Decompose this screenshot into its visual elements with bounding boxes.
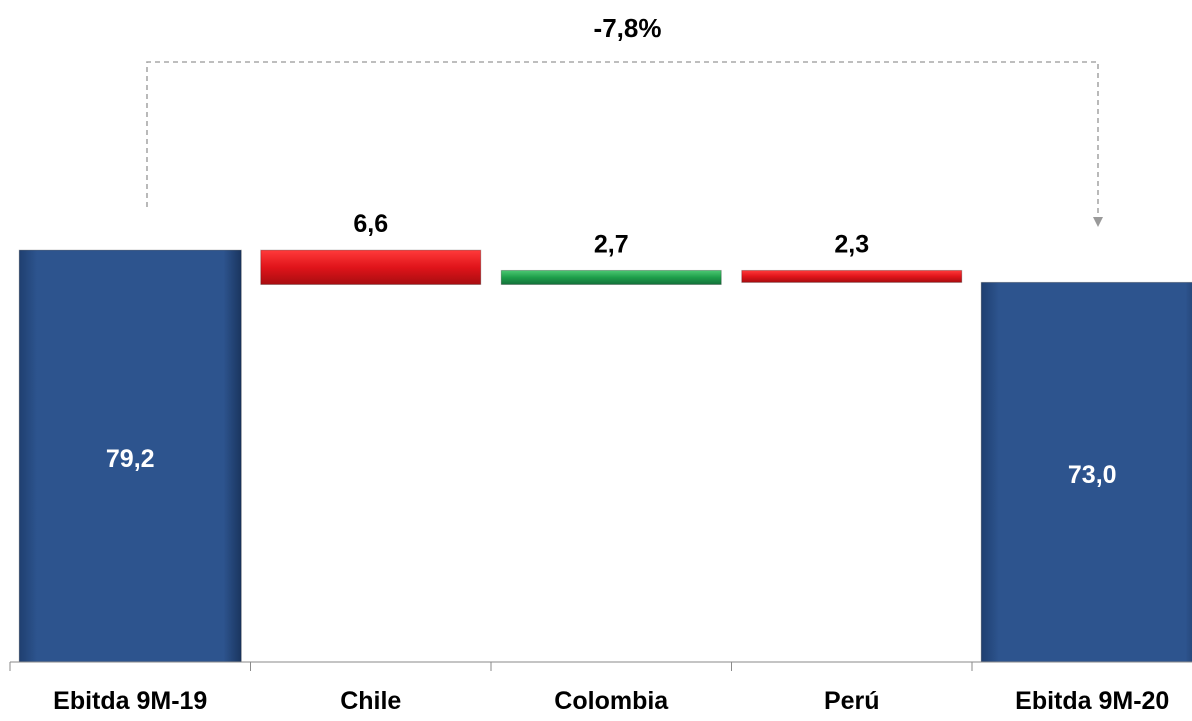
value-label-ebitda-9m-20: 73,0 [1068,461,1117,489]
category-label-per: Perú [824,687,880,715]
bar-chile [260,249,482,285]
value-label-chile: 6,6 [353,210,388,238]
bar-colombia [500,269,722,285]
value-label-ebitda-9m-19: 79,2 [106,445,155,473]
bar-ebitda-9m-20 [980,281,1192,663]
category-label-chile: Chile [340,687,401,715]
value-label-colombia: 2,7 [594,230,629,258]
change-percentage-label: -7,8% [594,13,662,43]
bar-ebitda-9m-19 [18,249,242,663]
category-label-ebitda-9m-20: Ebitda 9M-20 [1015,687,1169,715]
bar-per [741,269,963,283]
value-label-per: 2,3 [834,230,869,258]
category-label-ebitda-9m-19: Ebitda 9M-19 [53,687,207,715]
change-bracket-arrow [146,61,1103,227]
category-label-colombia: Colombia [554,687,669,715]
